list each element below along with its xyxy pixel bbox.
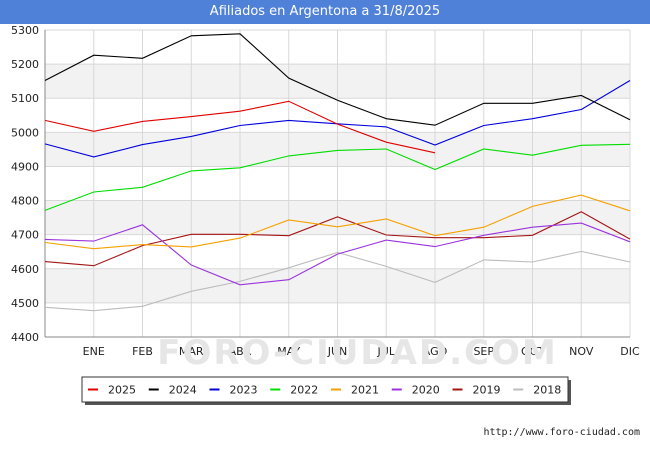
y-tick-label: 4600: [11, 263, 39, 276]
y-tick-label: 4400: [11, 331, 39, 344]
series-line-2021: [44, 194, 631, 250]
legend-label-2019: 2019: [473, 384, 501, 397]
y-tick-label: 5000: [11, 126, 39, 139]
series-line-2024: [44, 33, 631, 126]
series-line-2018: [44, 250, 631, 312]
series-line-2020: [44, 222, 631, 286]
x-tick-label: MAY: [277, 345, 300, 358]
x-tick-label: OCT: [521, 345, 544, 358]
legend: [81, 376, 569, 403]
watermark: FORO-CIUDAD.COM: [157, 333, 558, 373]
y-tick-label: 5300: [11, 24, 39, 37]
x-tick-label: FEB: [132, 345, 153, 358]
y-tick-label: 4800: [11, 195, 39, 208]
legend-label-2018: 2018: [533, 384, 561, 397]
legend-label-2023: 2023: [230, 384, 258, 397]
series-line-2022: [44, 143, 631, 211]
y-tick-label: 4700: [11, 229, 39, 242]
chart-title: Afiliados en Argentona a 31/8/2025: [0, 0, 650, 24]
series-line-2019: [44, 211, 631, 267]
legend-label-2021: 2021: [351, 384, 379, 397]
legend-label-2025: 2025: [108, 384, 136, 397]
x-tick-label: JUN: [327, 345, 348, 358]
x-tick-label: JUL: [377, 345, 396, 358]
x-tick-label: ABR: [229, 345, 252, 358]
x-tick-label: NOV: [569, 345, 594, 358]
y-tick-label: 5200: [11, 58, 39, 71]
y-tick-label: 4500: [11, 297, 39, 310]
x-tick-label: AGO: [423, 345, 448, 358]
legend-label-2022: 2022: [290, 384, 318, 397]
source-url[interactable]: http://www.foro-ciudad.com: [483, 427, 640, 438]
y-tick-label: 4900: [11, 160, 39, 173]
legend-label-2024: 2024: [169, 384, 197, 397]
x-tick-label: MAR: [179, 345, 204, 358]
y-tick-label: 5100: [11, 92, 39, 105]
legend-label-2020: 2020: [412, 384, 440, 397]
x-tick-label: SEP: [473, 345, 494, 358]
series-line-2025: [44, 100, 436, 154]
x-tick-label: ENE: [83, 345, 105, 358]
x-tick-label: DIC: [620, 345, 640, 358]
